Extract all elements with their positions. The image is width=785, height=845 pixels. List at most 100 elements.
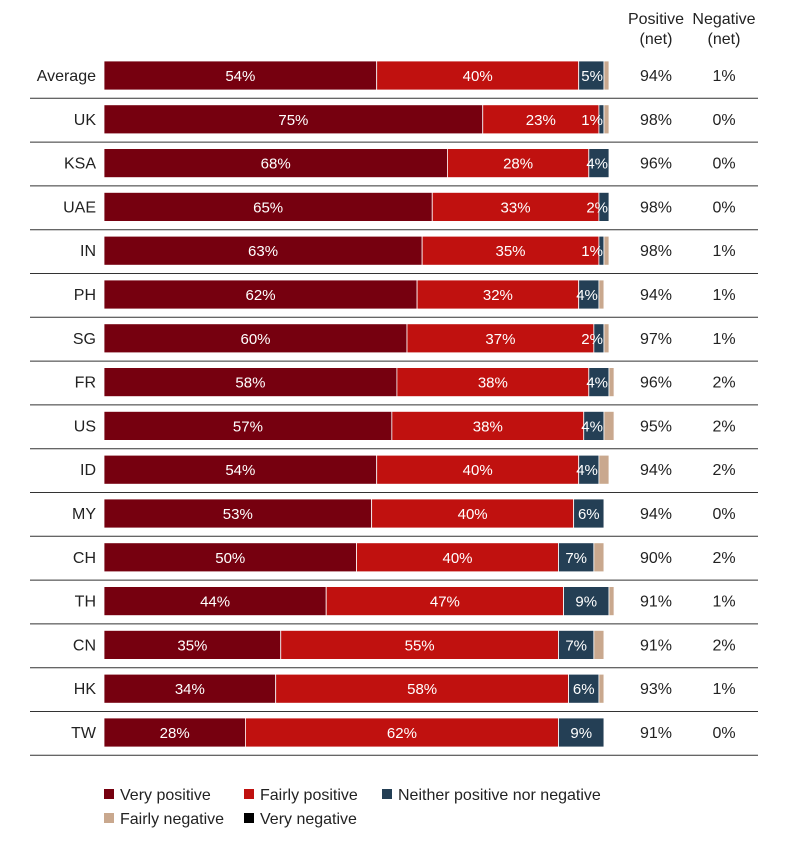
data-label: 9% — [570, 725, 592, 742]
bar-segment — [603, 60, 610, 91]
positive-net-value: 98% — [640, 112, 672, 129]
data-label: 7% — [565, 637, 587, 654]
category-label: SG — [73, 331, 96, 348]
positive-net-value: 96% — [640, 156, 672, 173]
bar-segment — [603, 323, 610, 354]
category-label: KSA — [64, 156, 96, 173]
bar-segment — [598, 673, 605, 704]
negative-net-value: 2% — [712, 637, 735, 654]
legend-item: Very positive — [120, 787, 211, 804]
bar-segment — [608, 367, 615, 398]
bar-segment — [421, 235, 600, 266]
bar-segment — [103, 235, 423, 266]
data-label: 4% — [581, 418, 603, 435]
positive-net-value: 96% — [640, 375, 672, 392]
negative-net-value: 0% — [712, 156, 735, 173]
bar-segment — [391, 410, 585, 441]
data-label: 28% — [503, 156, 533, 173]
bar-segment — [446, 148, 590, 179]
data-label: 40% — [463, 68, 493, 85]
negative-net-value: 1% — [712, 68, 735, 85]
data-label: 57% — [233, 418, 263, 435]
negative-net-value: 2% — [712, 462, 735, 479]
bar-segment — [558, 542, 595, 573]
category-label: ID — [80, 462, 96, 479]
legend-item: Neither positive nor negative — [398, 787, 601, 804]
category-label: CH — [73, 550, 96, 567]
bar-segment — [603, 235, 610, 266]
data-label: 9% — [575, 594, 597, 611]
category-label: MY — [72, 506, 96, 523]
negative-net-value: 0% — [712, 725, 735, 742]
data-label: 40% — [463, 462, 493, 479]
data-label: 37% — [485, 331, 515, 348]
data-label: 62% — [246, 287, 276, 304]
bar-segment — [598, 279, 605, 310]
data-label: 1% — [581, 112, 603, 129]
category-label: FR — [75, 375, 96, 392]
bar-segment — [280, 630, 559, 660]
positive-net-header: Positive — [628, 11, 684, 28]
legend-swatch — [244, 789, 254, 799]
data-label: 62% — [387, 725, 417, 742]
bar-segment — [103, 191, 433, 222]
category-label: PH — [74, 287, 96, 304]
category-label: Average — [37, 68, 96, 85]
bar-segment — [578, 60, 605, 91]
positive-net-value: 91% — [640, 637, 672, 654]
category-label: UAE — [63, 199, 96, 216]
data-label: 65% — [253, 199, 283, 216]
data-label: 7% — [565, 550, 587, 567]
bar-segment — [558, 717, 605, 748]
data-label: 55% — [405, 637, 435, 654]
negative-net-value: 1% — [712, 681, 735, 698]
data-label: 33% — [501, 199, 531, 216]
data-label: 68% — [261, 156, 291, 173]
positive-net-value: 97% — [640, 331, 672, 348]
positive-net-value: 93% — [640, 681, 672, 698]
category-label: HK — [74, 681, 97, 698]
bar-segment — [103, 542, 357, 573]
positive-net-value: 98% — [640, 199, 672, 216]
bar-segment — [103, 323, 408, 354]
data-label: 47% — [430, 594, 460, 611]
bar-segment — [103, 148, 448, 179]
bar-segment — [603, 410, 615, 441]
category-label: TW — [71, 725, 97, 742]
bar-segment — [406, 323, 595, 354]
positive-net-value: 94% — [640, 506, 672, 523]
category-label: UK — [74, 112, 97, 129]
bar-segment — [588, 148, 610, 179]
negative-net-value: 2% — [712, 550, 735, 567]
data-label: 4% — [586, 156, 608, 173]
negative-net-value: 0% — [712, 112, 735, 129]
data-label: 4% — [576, 462, 598, 479]
legend-item: Fairly negative — [120, 811, 224, 828]
bar-segment — [376, 454, 580, 485]
data-label: 2% — [581, 331, 603, 348]
bar-segment — [356, 542, 559, 573]
bar-segment — [103, 717, 246, 748]
positive-net-header: (net) — [640, 31, 673, 48]
data-label: 53% — [223, 506, 253, 523]
bar-segment — [103, 586, 327, 616]
data-label: 23% — [526, 112, 556, 129]
positive-net-value: 95% — [640, 418, 672, 435]
legend-item: Very negative — [260, 811, 357, 828]
bar-segment — [603, 104, 610, 135]
bar-segment — [103, 367, 398, 398]
bar-segment — [325, 586, 564, 616]
negative-net-header: Negative — [692, 11, 755, 28]
data-label: 40% — [442, 550, 472, 567]
data-label: 44% — [200, 594, 230, 611]
bar-segment — [593, 630, 605, 660]
positive-net-value: 91% — [640, 594, 672, 611]
data-label: 2% — [586, 199, 608, 216]
negative-net-value: 0% — [712, 199, 735, 216]
legend-swatch — [244, 813, 254, 823]
legend-item: Fairly positive — [260, 787, 358, 804]
bar-segment — [103, 410, 393, 441]
negative-net-header: (net) — [708, 31, 741, 48]
bar-segment — [416, 279, 580, 310]
